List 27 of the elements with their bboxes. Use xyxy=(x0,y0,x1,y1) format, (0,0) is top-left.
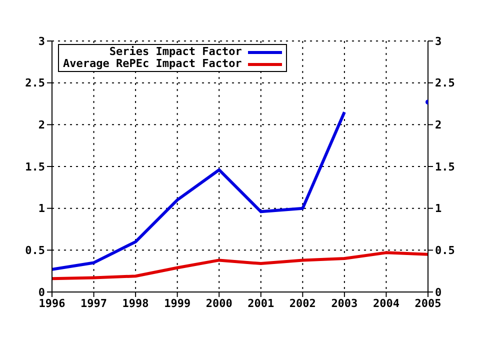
y-tick-label: 1.5 xyxy=(25,160,45,174)
y-tick-label: 0.5 xyxy=(25,244,45,258)
y2-tick-label: 1 xyxy=(435,202,442,216)
line-series xyxy=(52,251,428,280)
x-tick-label: 2004 xyxy=(372,296,400,310)
x-tick-label: 2005 xyxy=(414,296,442,310)
x-tick-label: 2002 xyxy=(289,296,316,310)
y2-tick-label: 3 xyxy=(435,34,442,48)
y2-tick-label: 0.5 xyxy=(435,244,455,258)
y2-tick-label: 1.5 xyxy=(435,160,455,174)
legend-label: Average RePEc Impact Factor xyxy=(63,57,242,70)
y-tick-label: 3 xyxy=(38,34,45,48)
x-tick-label: 1997 xyxy=(80,296,108,310)
x-tick-label: 2003 xyxy=(331,296,358,310)
y-tick-label: 1 xyxy=(38,202,46,216)
y-tick-label: 2 xyxy=(38,118,45,132)
x-tick-label: 1996 xyxy=(38,296,66,310)
y2-tick-label: 2 xyxy=(435,118,442,132)
legend-label: Series Impact Factor xyxy=(109,45,242,58)
y2-tick-label: 0 xyxy=(435,286,442,299)
y-tick-label: 0 xyxy=(38,286,45,299)
x-tick-label: 2001 xyxy=(248,296,275,310)
x-tick-label: 1999 xyxy=(164,296,191,310)
y-tick-label: 2.5 xyxy=(25,76,45,90)
y2-tick-label: 2.5 xyxy=(435,76,455,90)
x-tick-label: 2000 xyxy=(206,296,232,310)
x-tick-label: 1998 xyxy=(122,296,149,310)
